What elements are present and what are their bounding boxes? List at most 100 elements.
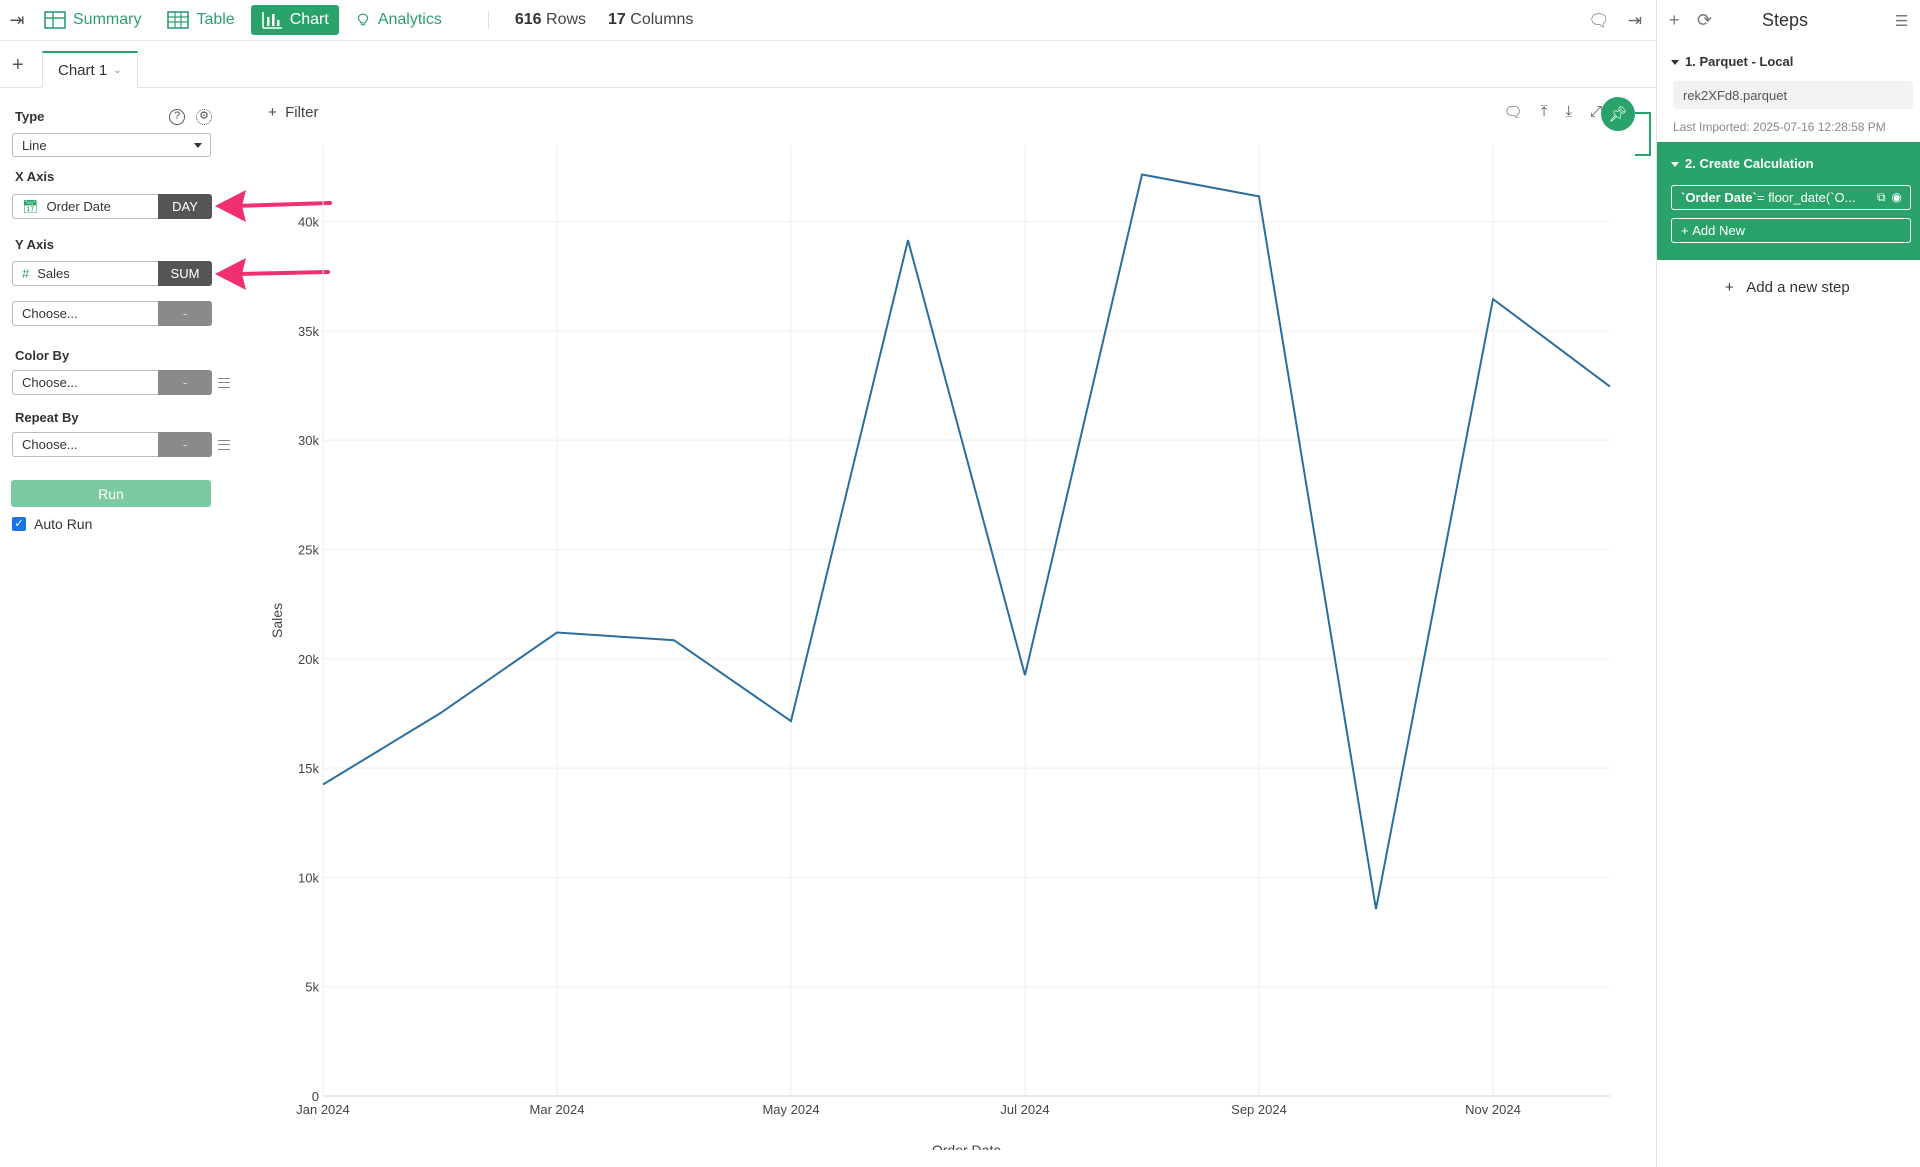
add-filter-button[interactable]: + Filter bbox=[268, 104, 319, 121]
bar-chart-icon bbox=[261, 12, 282, 29]
auto-run-toggle[interactable]: ✓ Auto Run bbox=[12, 516, 92, 532]
add-new-step-label: Add a new step bbox=[1746, 279, 1850, 296]
add-new-step-button[interactable]: + Add a new step bbox=[1725, 279, 1850, 296]
x-axis-title: Order Date bbox=[932, 1142, 1001, 1150]
toggle-icon[interactable]: ◉ bbox=[1891, 190, 1902, 204]
data-point[interactable] bbox=[788, 718, 794, 724]
caret-down-icon bbox=[1671, 162, 1679, 168]
chart-type-value: Line bbox=[22, 137, 47, 153]
x-axis-field[interactable]: 📅︎ Order Date DAY bbox=[12, 194, 212, 219]
calendar-icon: 📅︎ bbox=[22, 198, 39, 214]
y-tick-label: 25k bbox=[298, 542, 319, 557]
data-point[interactable] bbox=[1139, 172, 1145, 178]
add-chart-button[interactable]: + bbox=[12, 54, 24, 76]
color-by-placeholder: Choose... bbox=[22, 375, 78, 390]
download-icon[interactable]: ⤓ bbox=[1565, 103, 1572, 120]
run-button[interactable]: Run bbox=[11, 480, 211, 507]
step-1-file: rek2XFd8.parquet bbox=[1673, 81, 1913, 109]
steps-panel: + ⟳ Steps ☰ 1. Parquet - Local rek2XFd8.… bbox=[1656, 0, 1920, 1167]
hash-icon: # bbox=[22, 266, 30, 281]
color-by-menu-icon[interactable] bbox=[218, 378, 230, 388]
copy-icon[interactable]: ⧉ bbox=[1876, 190, 1886, 204]
repeat-by-aggregation-button[interactable]: - bbox=[158, 432, 212, 457]
table-icon bbox=[167, 11, 190, 29]
pin-icon[interactable]: 📌︎ bbox=[1601, 97, 1635, 131]
data-point[interactable] bbox=[437, 710, 443, 716]
x-tick-label: May 2024 bbox=[762, 1102, 819, 1117]
x-tick-label: Jul 2024 bbox=[1000, 1102, 1049, 1117]
steps-header: + ⟳ Steps ☰ bbox=[1657, 0, 1920, 41]
tab-table[interactable]: Table bbox=[157, 5, 244, 35]
step-2-title[interactable]: 2. Create Calculation bbox=[1671, 156, 1814, 171]
x-axis-label: X Axis bbox=[15, 169, 55, 184]
y2-aggregation-button[interactable]: - bbox=[158, 301, 212, 326]
help-icon[interactable]: ? bbox=[169, 109, 185, 125]
refresh-icon[interactable]: ⟳ bbox=[1697, 10, 1713, 30]
tab-chart[interactable]: Chart bbox=[250, 5, 339, 35]
chart-toolbar: 🗨︎ ⤒ ⤓ ⤢ bbox=[1504, 103, 1602, 121]
add-new-calculation-button[interactable]: + Add New bbox=[1671, 218, 1911, 243]
data-point[interactable] bbox=[1022, 672, 1028, 678]
data-point[interactable] bbox=[320, 781, 326, 787]
filter-label: Filter bbox=[285, 104, 319, 121]
chevron-down-icon[interactable]: ⌄ bbox=[113, 64, 122, 76]
chart-tab-active[interactable]: Chart 1 ⌄ bbox=[42, 51, 138, 88]
chart-comment-icon[interactable]: 🗨︎ bbox=[1503, 104, 1523, 121]
y2-placeholder: Choose... bbox=[22, 306, 78, 321]
expand-icon[interactable]: ⤢ bbox=[1589, 103, 1602, 120]
caret-down-icon bbox=[1671, 60, 1679, 66]
repeat-by-placeholder: Choose... bbox=[22, 437, 78, 452]
calculation-item[interactable]: `Order Date` = floor_date(`O... ⧉ ◉ bbox=[1671, 185, 1911, 210]
steps-title: Steps bbox=[1762, 10, 1809, 30]
gear-icon[interactable]: ⚙ bbox=[196, 109, 212, 125]
x-tick-label: Sep 2024 bbox=[1231, 1102, 1287, 1117]
calculation-expression: = floor_date(`O... bbox=[1756, 190, 1856, 205]
toolbar-divider bbox=[487, 11, 489, 29]
y-axis-field-2[interactable]: Choose... - bbox=[12, 301, 212, 326]
y-axis-title: Sales bbox=[269, 603, 285, 638]
repeat-by-field[interactable]: Choose... - bbox=[12, 432, 212, 457]
y-axis-field[interactable]: # Sales SUM bbox=[12, 261, 212, 286]
chart-config-panel: Type ? ⚙ Line X Axis 📅︎ Order Date DAY Y … bbox=[0, 88, 332, 988]
data-point[interactable] bbox=[905, 237, 911, 243]
add-step-icon[interactable]: + bbox=[1669, 10, 1680, 30]
calculation-column: `Order Date` bbox=[1681, 190, 1757, 205]
y-aggregation-button[interactable]: SUM bbox=[158, 261, 212, 286]
annotation-arrow-x bbox=[215, 190, 332, 222]
sliders-icon[interactable]: ☰ bbox=[1895, 12, 1909, 30]
step-1-title[interactable]: 1. Parquet - Local bbox=[1671, 54, 1793, 69]
y-tick-label: 20k bbox=[298, 652, 319, 667]
data-point[interactable] bbox=[1607, 384, 1613, 390]
collapse-left-icon[interactable]: ⇥ bbox=[9, 9, 25, 30]
tab-chart-label: Chart bbox=[289, 11, 329, 28]
data-point[interactable] bbox=[1256, 193, 1262, 199]
y-field-name: Sales bbox=[37, 266, 70, 281]
data-point[interactable] bbox=[1490, 296, 1496, 302]
data-point[interactable] bbox=[1373, 906, 1379, 912]
x-tick-label: Mar 2024 bbox=[530, 1102, 585, 1117]
y-tick-label: 15k bbox=[298, 761, 319, 776]
chart-type-select[interactable]: Line bbox=[12, 133, 211, 157]
auto-run-label: Auto Run bbox=[34, 516, 93, 532]
caret-down-icon bbox=[194, 143, 202, 148]
collapse-right-icon[interactable]: ⇥ bbox=[1627, 10, 1642, 30]
repeat-by-menu-icon[interactable] bbox=[218, 440, 230, 450]
tab-analytics[interactable]: Analytics bbox=[345, 5, 452, 35]
upload-icon[interactable]: ⤒ bbox=[1540, 103, 1548, 120]
x-aggregation-button[interactable]: DAY bbox=[158, 194, 212, 219]
chart-tab-label: Chart 1 bbox=[58, 61, 108, 79]
color-by-aggregation-button[interactable]: - bbox=[158, 370, 212, 395]
data-point[interactable] bbox=[554, 630, 560, 636]
annotation-arrow-y bbox=[215, 258, 330, 290]
y-axis-label: Y Axis bbox=[15, 237, 55, 252]
y-tick-label: 0 bbox=[312, 1089, 319, 1104]
checkbox-checked-icon[interactable]: ✓ bbox=[12, 517, 26, 531]
repeat-by-label: Repeat By bbox=[15, 410, 79, 425]
data-point[interactable] bbox=[671, 637, 677, 643]
comment-icon[interactable]: 🗨︎ bbox=[1588, 10, 1610, 30]
top-right-actions: 🗨︎ ⇥ bbox=[1588, 0, 1642, 41]
tab-summary[interactable]: Summary bbox=[34, 5, 151, 35]
sales-line[interactable] bbox=[322, 173, 1611, 910]
y-tick-label: 10k bbox=[298, 870, 319, 885]
color-by-field[interactable]: Choose... - bbox=[12, 370, 212, 395]
